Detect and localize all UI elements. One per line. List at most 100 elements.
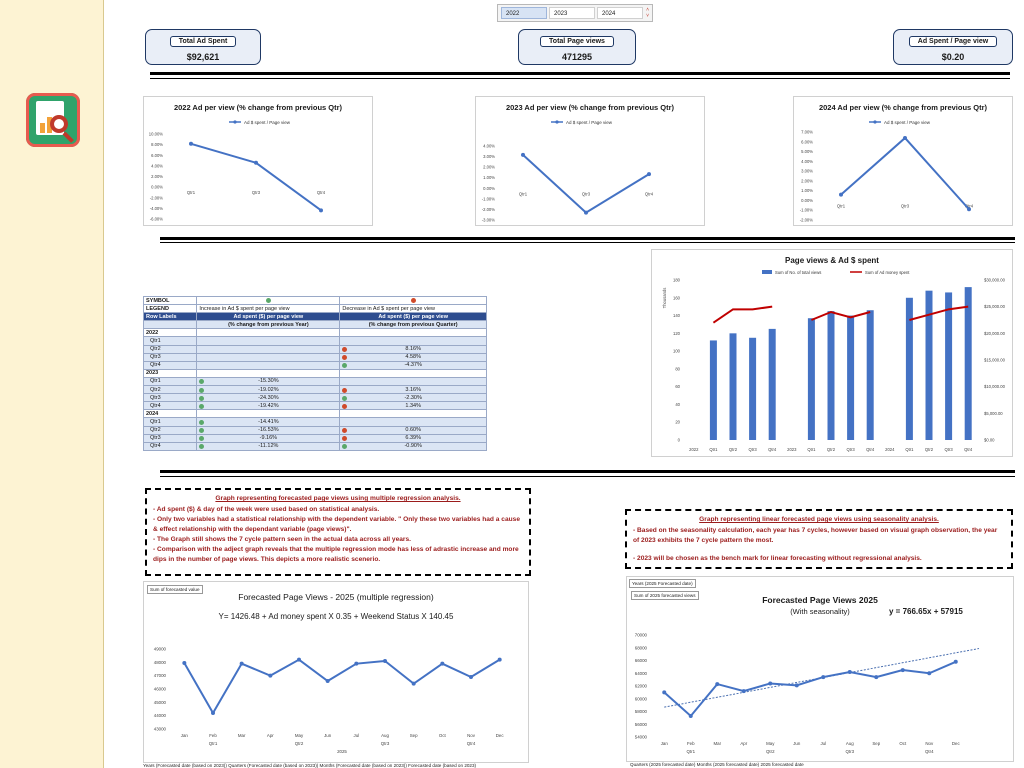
data-point (325, 679, 330, 683)
y-tick-label: 4.00% (483, 144, 495, 149)
legend-swatch (762, 270, 772, 274)
bar (749, 337, 757, 440)
green-dot-icon (265, 297, 271, 303)
row-label: Qtr3 (142, 352, 198, 362)
table-row: 2022 (142, 328, 487, 338)
pivot-field-tag[interactable]: Sum of forecasted value (147, 585, 203, 594)
slicer-scroll[interactable]: ˄ ˅ (646, 7, 649, 19)
cell-value: -0.90% (404, 443, 422, 450)
y-tick-label: -2.00% (482, 207, 496, 212)
cell-value: 3.16% (405, 386, 421, 393)
group-label: 2025 (337, 749, 347, 754)
kpi-total-page-views: Total Page views 471295 (518, 29, 636, 65)
table-cell: 6.39% (339, 433, 487, 443)
y-tick-label: -1.00% (800, 208, 814, 213)
slicer-year-2022[interactable]: 2022 (501, 7, 547, 19)
green-dot-icon (199, 395, 205, 401)
data-point (497, 657, 502, 662)
y-tick-label: 64000 (635, 671, 648, 676)
data-point (268, 673, 273, 678)
divider (160, 476, 1015, 477)
x-tick-label: 2022 (689, 447, 699, 452)
y-tick-label: 0 (678, 438, 681, 443)
slicer-year-2024[interactable]: 2024 (597, 7, 643, 19)
pivot-field-tag[interactable]: Years (2025 Forecasted date) (629, 579, 696, 588)
row-label: Qtr3 (142, 393, 198, 403)
bar-icon-part (40, 123, 45, 133)
x-tick-label: Qtr1 (519, 191, 528, 196)
chart-2024-ad-per-view: 2024 Ad per view (% change from previous… (793, 96, 1013, 226)
table-cell: -19.02% (196, 385, 341, 395)
chart-forecast-regression: Sum of forecasted value Forecasted Page … (143, 581, 529, 763)
green-dot-icon (342, 444, 348, 450)
cell-value: 1.34% (405, 402, 421, 409)
row-label: Qtr2 (142, 344, 198, 354)
y-tick-label: 47000 (154, 673, 167, 678)
data-point (469, 675, 473, 679)
chevron-down-icon[interactable]: ˅ (646, 13, 649, 19)
table-cell: -2.30% (339, 393, 487, 403)
x-tick-label: Dec (952, 741, 961, 746)
x-tick-label: Aug (381, 733, 389, 738)
table-cell (196, 328, 341, 338)
table-cell: -9.16% (196, 433, 341, 443)
x-tick-label: Qtr2 (925, 447, 934, 452)
table-cell (196, 360, 341, 370)
cell-value: 6.39% (405, 435, 421, 442)
legend-label: Ad $ spent / Page view (566, 120, 613, 125)
x-tick-label: 2024 (885, 447, 895, 452)
x-tick-label: Qtr1 (837, 203, 846, 208)
red-dot-icon (342, 387, 348, 393)
red-dot-icon (342, 436, 348, 442)
table-cell (196, 368, 341, 378)
y-tick-label: -2.00% (800, 218, 814, 223)
data-point (647, 172, 651, 177)
table-cell (339, 376, 487, 387)
x-tick-label: Jul (820, 741, 826, 746)
table-cell: -0.90% (339, 441, 487, 451)
cell-value: 4.58% (405, 354, 421, 361)
cell-value: -2.30% (404, 394, 422, 401)
x-tick-label: Oct (899, 741, 907, 746)
green-dot-icon (199, 444, 205, 450)
table-cell (339, 368, 487, 378)
ad-spend-change-table: SYMBOL LEGEND Increase in Ad $ spent per… (142, 295, 487, 451)
table-row: Qtr1 (142, 336, 487, 346)
green-dot-icon (199, 387, 205, 393)
chevron-up-icon[interactable]: ˄ (646, 7, 649, 13)
table-row: Qtr2 -16.53% 0.60% (142, 425, 487, 435)
table-row: Qtr3 -24.30% -2.30% (142, 393, 487, 403)
y2-tick-label: $15,000.00 (984, 358, 1006, 363)
y-tick-label: -1.00% (482, 196, 496, 201)
series-line (190, 142, 322, 212)
divider (150, 72, 1010, 75)
row-label: Qtr1 (142, 376, 198, 387)
y-tick-label: -6.00% (150, 217, 164, 222)
y-tick-label: 44000 (154, 713, 167, 718)
x-tick-label: Qtr4 (965, 203, 974, 208)
slicer-year-2023[interactable]: 2023 (549, 7, 595, 19)
data-point (967, 207, 971, 212)
chart-title: Forecasted Page Views 2025 (762, 595, 878, 605)
pivot-footnote: Years (Forecasted date (based on 2023)) … (143, 763, 477, 768)
y-tick-label: 0.00% (151, 185, 163, 190)
data-point (927, 671, 932, 676)
pivot-field-tag[interactable]: Sum of 2025 forecasted views (631, 591, 699, 600)
chart-page-views-ad-spent: Page views & Ad $ spent Sum of No. of to… (651, 249, 1013, 457)
data-point (239, 661, 244, 666)
legend-marker (555, 120, 559, 124)
report-magnifier-icon[interactable] (26, 93, 80, 147)
data-point (254, 160, 258, 165)
series-line (522, 154, 650, 214)
y-tick-label: 140 (673, 313, 681, 318)
bar (925, 290, 933, 440)
green-dot-icon (342, 363, 348, 369)
x-tick-label: Sep (410, 733, 418, 738)
table-cell: -24.30% (196, 393, 341, 403)
legend-marker (873, 120, 877, 124)
data-point (874, 675, 879, 680)
data-point (383, 659, 387, 663)
x-tick-label: Qtr1 (187, 190, 196, 195)
data-point (662, 690, 667, 695)
table-cell: 0.60% (339, 425, 487, 435)
